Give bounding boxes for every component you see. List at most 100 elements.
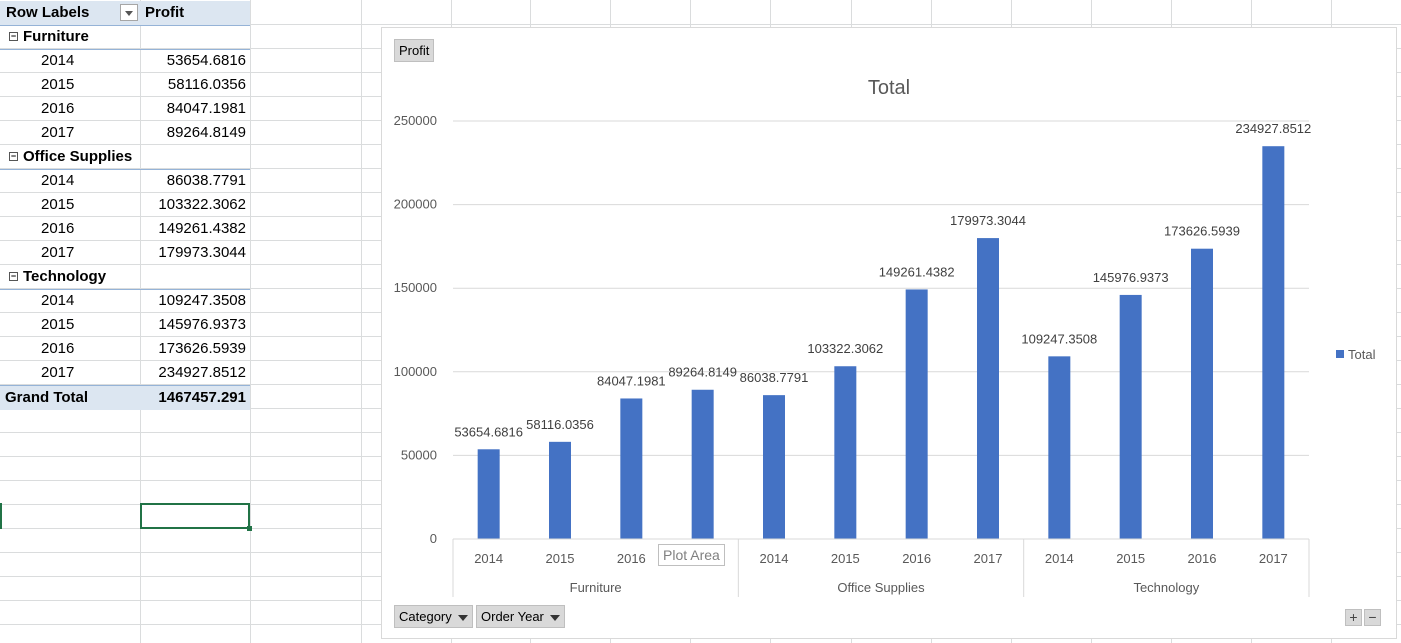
data-label: 149261.4382	[879, 264, 955, 279]
chart-title: Total	[868, 77, 910, 99]
x-tick-label: 2014	[760, 551, 789, 566]
pivot-row[interactable]: 2014 109247.3508	[0, 289, 250, 313]
collapse-icon[interactable]: −	[9, 271, 18, 281]
year-label: 2014	[41, 292, 75, 309]
plot-area-tooltip: Plot Area	[658, 544, 725, 566]
profit-header[interactable]: Profit	[145, 4, 185, 21]
profit-value: 103322.3062	[158, 196, 246, 213]
chevron-down-icon	[457, 614, 468, 621]
pivot-grand-total-row[interactable]: Grand Total 1467457.291	[0, 385, 250, 410]
data-label: 103322.3062	[807, 341, 883, 356]
bar	[977, 238, 999, 539]
bar	[763, 395, 785, 539]
bar	[620, 398, 643, 539]
collapse-button[interactable]: −	[1364, 609, 1381, 626]
pivot-row[interactable]: 2014 86038.7791	[0, 169, 250, 193]
pivot-row[interactable]: 2017 234927.8512	[0, 361, 250, 385]
x-tick-label: 2016	[1188, 551, 1217, 566]
pivot-row[interactable]: 2015 58116.0356	[0, 73, 250, 97]
bar	[477, 449, 500, 539]
y-tick-label: 200000	[394, 197, 437, 212]
pivot-chart[interactable]: Profit Total 0 50000 100000 150000 200000 2500…	[381, 27, 1397, 639]
pivot-group-furniture[interactable]: − Furniture	[0, 25, 250, 50]
year-label: 2017	[41, 124, 75, 141]
data-label: 109247.3508	[1021, 331, 1097, 346]
bar	[691, 389, 714, 539]
x-group-label: Technology	[1133, 580, 1199, 595]
collapse-icon[interactable]: −	[9, 151, 18, 161]
data-label: 234927.8512	[1235, 121, 1311, 136]
bar	[905, 289, 928, 539]
pivot-group-office-supplies[interactable]: − Office Supplies	[0, 145, 250, 170]
x-tick-label: 2016	[617, 551, 646, 566]
x-tick-label: 2017	[1259, 551, 1288, 566]
pivot-group-technology[interactable]: − Technology	[0, 265, 250, 290]
year-label: 2014	[41, 52, 75, 69]
year-label: 2014	[41, 172, 75, 189]
row-labels-header[interactable]: Row Labels	[6, 4, 90, 21]
chevron-down-icon	[549, 614, 560, 621]
profit-value: 89264.8149	[166, 124, 246, 141]
legend-label: Total	[1348, 347, 1376, 362]
year-label: 2016	[41, 100, 75, 117]
bar	[834, 366, 857, 539]
x-tick-label: 2016	[902, 551, 931, 566]
x-group-label: Furniture	[570, 580, 622, 595]
y-tick-label: 100000	[394, 364, 437, 379]
x-tick-label: 2017	[974, 551, 1003, 566]
year-label: 2017	[41, 364, 75, 381]
active-cell[interactable]	[140, 503, 252, 531]
pivot-row[interactable]: 2016 173626.5939	[0, 337, 250, 361]
value-field-button[interactable]: Profit	[394, 39, 435, 62]
pivot-row[interactable]: 2016 84047.1981	[0, 97, 250, 121]
grand-total-label: Grand Total	[5, 389, 89, 406]
y-tick-label: 0	[430, 531, 437, 546]
data-label: 89264.8149	[668, 365, 737, 380]
legend-swatch	[1336, 350, 1344, 358]
collapse-icon[interactable]: −	[9, 31, 18, 41]
x-tick-label: 2015	[831, 551, 860, 566]
profit-value: 145976.9373	[158, 316, 246, 333]
expand-button[interactable]: +	[1345, 609, 1362, 626]
year-label: 2016	[41, 220, 75, 237]
year-label: 2015	[41, 196, 75, 213]
order-year-field-button[interactable]: Order Year	[476, 605, 565, 628]
pivot-row[interactable]: 2014 53654.6816	[0, 49, 250, 73]
pivot-row[interactable]: 2016 149261.4382	[0, 217, 250, 241]
profit-value: 149261.4382	[158, 220, 246, 237]
x-tick-label: 2015	[546, 551, 575, 566]
profit-value: 173626.5939	[158, 340, 246, 357]
x-tick-label: 2014	[1045, 551, 1074, 566]
y-tick-label: 50000	[401, 447, 437, 462]
y-tick-label: 250000	[394, 113, 437, 128]
data-label: 173626.5939	[1164, 224, 1240, 239]
profit-value: 86038.7791	[166, 172, 246, 189]
year-label: 2017	[41, 244, 75, 261]
grand-total-value: 1467457.291	[158, 389, 246, 406]
data-label: 86038.7791	[740, 370, 809, 385]
row-labels-filter-dropdown[interactable]	[120, 4, 138, 21]
x-group-label: Office Supplies	[837, 580, 925, 595]
profit-value: 109247.3508	[158, 292, 246, 309]
year-label: 2016	[41, 340, 75, 357]
profit-value: 179973.3044	[158, 244, 246, 261]
chart-canvas[interactable]: Total 0 50000 100000 150000 200000 250000 53654…	[382, 28, 1396, 638]
data-label: 145976.9373	[1093, 270, 1169, 285]
group-label: Office Supplies	[23, 148, 133, 165]
data-label: 179973.3044	[950, 213, 1026, 228]
bar	[1119, 294, 1142, 539]
year-label: 2015	[41, 316, 75, 333]
category-field-button[interactable]: Category	[394, 605, 473, 628]
pivot-row[interactable]: 2017 179973.3044	[0, 241, 250, 265]
year-label: 2015	[41, 76, 75, 93]
pivot-row[interactable]: 2015 145976.9373	[0, 313, 250, 337]
data-label: 84047.1981	[597, 373, 666, 388]
y-tick-label: 150000	[394, 280, 437, 295]
category-field-label: Category	[399, 609, 452, 624]
pivot-row[interactable]: 2017 89264.8149	[0, 121, 250, 145]
group-label: Furniture	[23, 28, 89, 45]
pivot-row[interactable]: 2015 103322.3062	[0, 193, 250, 217]
bar	[549, 441, 571, 539]
active-row-indicator	[0, 503, 2, 529]
profit-value: 58116.0356	[167, 76, 246, 93]
